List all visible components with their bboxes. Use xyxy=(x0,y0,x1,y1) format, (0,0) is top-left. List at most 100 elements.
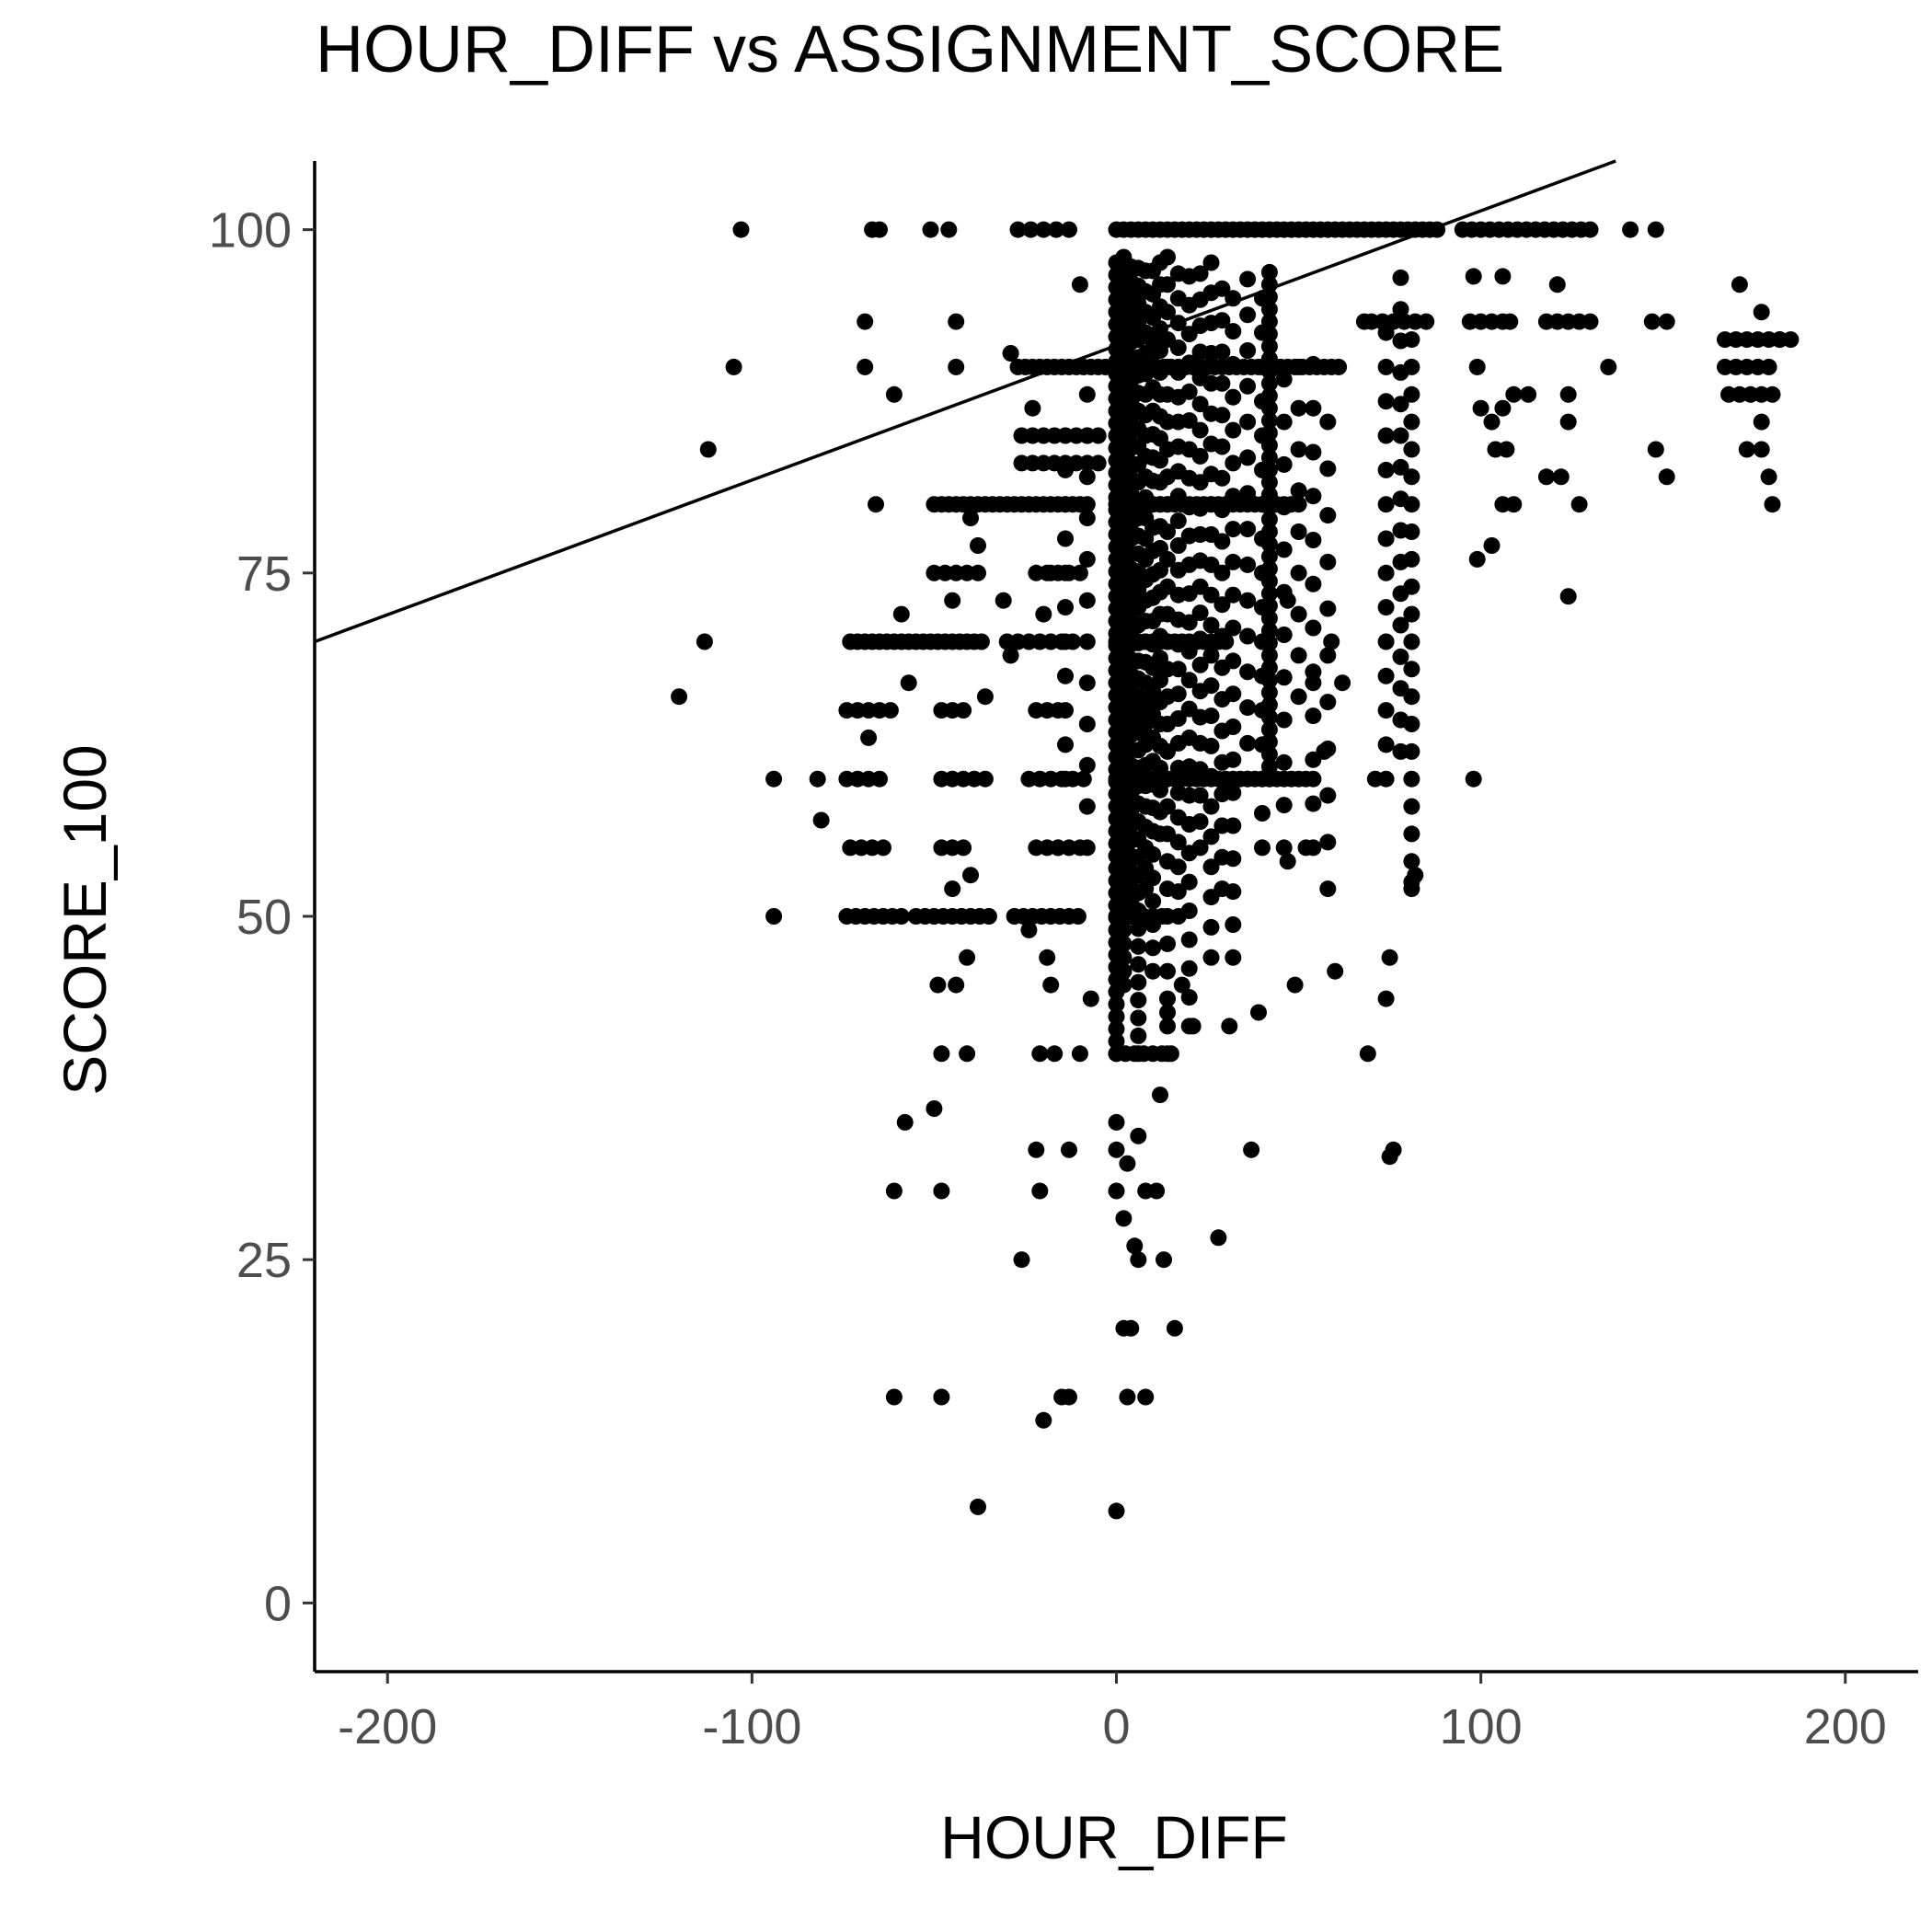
data-point xyxy=(1130,992,1147,1009)
data-point xyxy=(1020,921,1038,938)
data-point xyxy=(1260,499,1278,516)
data-point xyxy=(1173,976,1190,994)
data-point xyxy=(1225,553,1242,570)
data-point xyxy=(1225,454,1242,472)
data-point xyxy=(995,592,1012,609)
data-point xyxy=(1225,751,1242,768)
data-point xyxy=(1239,770,1257,788)
data-point xyxy=(1078,839,1096,857)
data-point xyxy=(900,674,917,692)
data-point xyxy=(1647,441,1664,458)
data-point xyxy=(1305,488,1322,505)
data-point xyxy=(955,839,972,857)
data-point xyxy=(1169,834,1187,851)
data-point xyxy=(1334,674,1351,692)
data-point xyxy=(1210,1229,1227,1247)
data-point xyxy=(1213,533,1231,550)
data-point xyxy=(1239,306,1257,324)
data-point xyxy=(1275,413,1293,431)
data-point xyxy=(1130,1009,1147,1027)
data-point xyxy=(1403,880,1420,898)
data-point xyxy=(1520,385,1537,403)
data-point xyxy=(1213,564,1231,581)
data-point xyxy=(871,702,888,719)
data-point xyxy=(1180,614,1198,631)
data-point xyxy=(1260,474,1278,491)
data-point xyxy=(1180,989,1198,1006)
data-point xyxy=(1260,523,1278,540)
data-point xyxy=(1760,468,1777,486)
data-point xyxy=(1377,393,1395,410)
data-point xyxy=(1403,633,1420,650)
data-point xyxy=(1169,685,1187,703)
data-point xyxy=(1191,630,1209,648)
data-point xyxy=(1225,652,1242,670)
data-point xyxy=(1078,633,1096,650)
data-point xyxy=(1191,421,1209,439)
data-point xyxy=(1130,956,1147,973)
data-point xyxy=(1071,276,1088,293)
data-point xyxy=(1275,583,1293,601)
data-point xyxy=(926,1100,943,1117)
data-point xyxy=(1202,737,1220,754)
data-point xyxy=(1159,1004,1176,1021)
data-point xyxy=(871,221,888,238)
data-point xyxy=(1290,496,1307,513)
data-point xyxy=(1260,622,1278,639)
data-point xyxy=(1319,880,1337,898)
data-point xyxy=(1169,512,1187,530)
data-point xyxy=(1377,324,1395,341)
data-point xyxy=(1483,413,1501,431)
data-point xyxy=(1119,1155,1136,1172)
data-point xyxy=(1305,443,1322,461)
data-point xyxy=(1180,1018,1198,1035)
data-point xyxy=(1305,795,1322,812)
data-point xyxy=(1260,399,1278,417)
data-point xyxy=(1213,312,1231,329)
data-point xyxy=(1061,1388,1077,1406)
data-point xyxy=(1260,301,1278,318)
data-point xyxy=(959,949,976,966)
data-point xyxy=(1243,1141,1260,1158)
data-point xyxy=(1537,468,1555,486)
data-point xyxy=(948,976,965,994)
data-point xyxy=(1213,343,1231,361)
data-point xyxy=(1180,903,1198,919)
data-point xyxy=(1225,949,1242,966)
data-point xyxy=(1403,385,1420,403)
data-point xyxy=(1319,694,1337,711)
data-point xyxy=(1115,976,1133,994)
data-point xyxy=(1075,770,1092,788)
data-point xyxy=(1305,663,1322,681)
data-point xyxy=(1319,460,1337,477)
data-point xyxy=(1260,745,1278,763)
data-point xyxy=(1305,399,1322,417)
data-point xyxy=(1377,461,1395,478)
data-point xyxy=(1078,716,1096,732)
data-point xyxy=(1275,797,1293,814)
data-point xyxy=(1213,438,1231,455)
data-point xyxy=(732,221,750,238)
data-point xyxy=(1403,716,1420,732)
data-point xyxy=(1144,869,1162,887)
data-point xyxy=(1108,1113,1125,1131)
data-point xyxy=(1108,1045,1125,1063)
data-point xyxy=(1159,248,1176,266)
data-point xyxy=(1250,1004,1267,1021)
data-point xyxy=(1753,441,1770,458)
data-point xyxy=(1392,616,1409,634)
data-point xyxy=(857,358,874,375)
data-point xyxy=(1202,586,1220,604)
data-point xyxy=(1115,949,1133,966)
data-point xyxy=(1039,949,1056,966)
data-point xyxy=(1392,648,1409,665)
data-point xyxy=(1275,627,1293,643)
data-point xyxy=(1108,1008,1125,1025)
data-point xyxy=(1327,962,1344,980)
data-point xyxy=(1771,331,1788,349)
data-point xyxy=(1239,734,1257,752)
data-point xyxy=(1144,939,1162,957)
data-point xyxy=(1290,358,1307,375)
data-point xyxy=(1260,610,1278,627)
data-point xyxy=(1385,1141,1402,1158)
